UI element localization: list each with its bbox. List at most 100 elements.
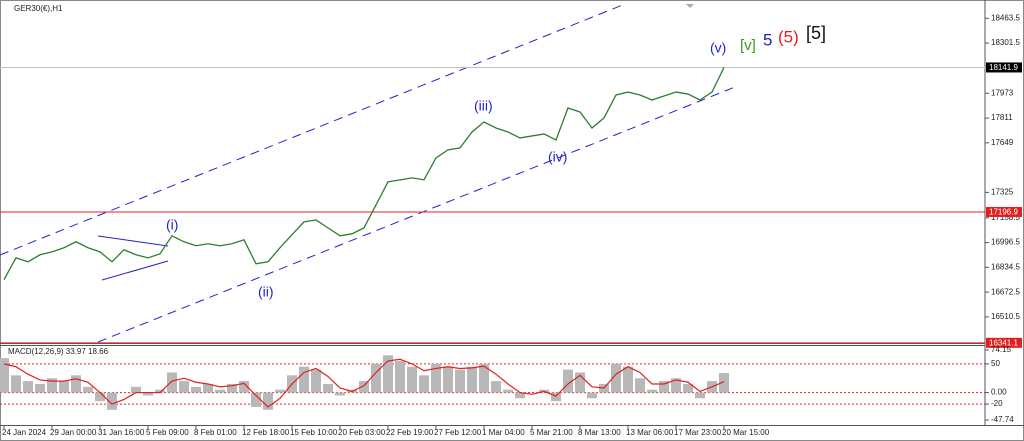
macd-bar	[359, 381, 369, 393]
macd-bar	[323, 383, 333, 393]
price-label: 18141.9	[989, 63, 1018, 72]
y-tick-label: 17973	[991, 88, 1014, 97]
macd-bar	[515, 392, 525, 399]
price-line-series	[3, 67, 725, 281]
macd-bar	[239, 381, 249, 393]
macd-bar	[191, 386, 201, 393]
triangle-line	[97, 235, 169, 247]
macd-bar	[635, 378, 645, 393]
macd-bar	[215, 389, 225, 393]
wave-label: (5)	[778, 27, 799, 46]
price-box	[986, 206, 1022, 217]
macd-bar	[491, 381, 501, 393]
macd-bar	[335, 392, 345, 396]
macd-bar	[467, 366, 477, 393]
marker	[686, 4, 694, 8]
x-tick-label: 5 Mar 21:00	[530, 428, 573, 437]
price-label: 17196.9	[989, 208, 1018, 217]
price-box	[986, 62, 1022, 73]
macd-bar	[275, 389, 285, 393]
macd-bar	[431, 363, 441, 393]
x-tick-label: 20 Mar 15:00	[722, 428, 770, 437]
macd-bar	[251, 392, 261, 407]
wave-label: (iii)	[474, 98, 493, 114]
channel-line	[0, 3, 626, 256]
x-tick-label: 13 Mar 06:00	[626, 428, 674, 437]
macd-bar	[11, 375, 21, 393]
y-tick-label: 18301.5	[991, 38, 1020, 47]
macd-bar	[611, 363, 621, 393]
y-tick-label: 16834.5	[991, 262, 1020, 271]
x-tick-label: 12 Feb 18:00	[242, 428, 290, 437]
macd-bar	[0, 358, 9, 393]
wave-label: (v)	[710, 40, 726, 56]
signal-line	[3, 358, 725, 408]
macd-bar	[143, 392, 153, 396]
x-tick-label: 15 Feb 10:00	[290, 428, 338, 437]
macd-bar	[503, 389, 513, 393]
macd-title: MACD(12,26,9) 33.97 18.66	[8, 347, 109, 356]
x-tick-label: 22 Feb 19:00	[386, 428, 434, 437]
macd-bar	[371, 363, 381, 393]
macd-bar	[299, 366, 309, 393]
y-tick-label: 16672.5	[991, 287, 1020, 296]
price-label: 16341.1	[989, 338, 1018, 347]
wave-label: (i)	[166, 217, 178, 233]
y2-tick-label: -47.74	[991, 415, 1014, 424]
macd-bar	[227, 383, 237, 393]
macd-bar	[167, 372, 177, 393]
chart-title: GER30(€),H1	[14, 4, 63, 13]
x-tick-label: 31 Jan 16:00	[98, 428, 145, 437]
macd-bar	[203, 383, 213, 393]
x-tick-label: 20 Feb 03:00	[338, 428, 386, 437]
macd-bar	[83, 386, 93, 393]
x-tick-label: 17 Mar 23:00	[674, 428, 722, 437]
y2-tick-label: -20	[991, 399, 1003, 408]
macd-bar	[155, 389, 165, 393]
macd-bar	[455, 369, 465, 393]
macd-bar	[47, 378, 57, 393]
x-tick-label: 1 Mar 04:00	[482, 428, 525, 437]
macd-bar	[383, 355, 393, 393]
wave-label: (ii)	[258, 284, 274, 300]
macd-bar	[59, 381, 69, 393]
macd-bar	[623, 366, 633, 393]
macd-bar	[575, 372, 585, 393]
x-tick-label: 27 Feb 12:00	[434, 428, 482, 437]
y2-tick-label: 74.15	[991, 345, 1012, 354]
price-box	[986, 337, 1022, 348]
macd-bar	[551, 392, 561, 402]
y-tick-label: 18463.5	[991, 13, 1020, 22]
macd-bar	[407, 366, 417, 393]
macd-bar	[479, 363, 489, 393]
y-tick-label: 16996.5	[991, 238, 1020, 247]
y-tick-label: 17649	[991, 138, 1014, 147]
y-tick-label: 16510.5	[991, 312, 1020, 321]
y-tick-label: 17325	[991, 187, 1014, 196]
macd-bar	[95, 392, 105, 402]
macd-bar	[107, 392, 117, 410]
macd-bar	[419, 375, 429, 393]
wave-label: [v]	[740, 37, 756, 54]
y2-tick-label: 50	[991, 359, 1000, 368]
macd-bar	[71, 375, 81, 393]
x-tick-label: 29 Jan 00:00	[50, 428, 97, 437]
macd-bar	[35, 383, 45, 393]
x-tick-label: 5 Feb 09:00	[146, 428, 189, 437]
macd-bar	[587, 392, 597, 399]
triangle-line	[101, 260, 169, 281]
macd-bar	[719, 373, 729, 393]
y-tick-label: 17811	[991, 113, 1013, 122]
y2-tick-label: 0.00	[991, 388, 1007, 397]
macd-bar	[311, 369, 321, 393]
macd-bar	[395, 360, 405, 393]
x-tick-label: 24 Jan 2024	[2, 428, 47, 437]
macd-bar	[563, 369, 573, 393]
wave-label: (iv)	[548, 149, 567, 165]
macd-bar	[671, 378, 681, 393]
macd-bar	[23, 381, 33, 393]
x-tick-label: 8 Feb 01:00	[194, 428, 237, 437]
